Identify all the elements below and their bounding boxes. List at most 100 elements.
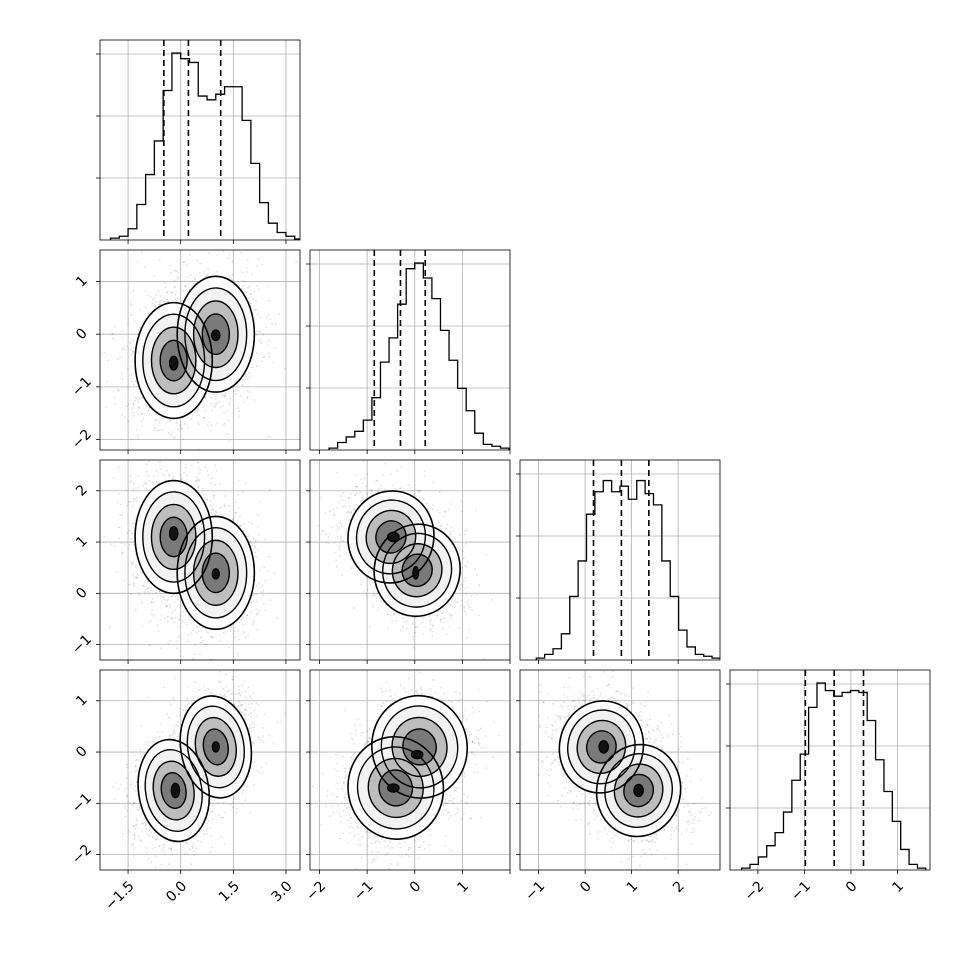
grid-p33 — [730, 670, 930, 870]
ytick-label-p20-0: −1 — [69, 632, 95, 658]
frame-p22 — [519, 459, 721, 661]
ticks-p22 — [516, 473, 679, 664]
ytick-label-p30-1: −1 — [69, 790, 95, 816]
ytick-label-p30-0: −2 — [69, 842, 95, 868]
contour-p31-3-1 — [402, 728, 437, 766]
contour-level-p21-2 — [366, 510, 442, 597]
contour-line-p32-2 — [576, 719, 664, 818]
frame-p33 — [729, 669, 931, 871]
contour-line-p30-2 — [152, 716, 237, 821]
contour-p30-1-0 — [144, 749, 203, 832]
contour-p20-0-0 — [134, 479, 214, 595]
frame-p11 — [309, 249, 511, 451]
panel-p20: −1 0 1 2 — [69, 459, 301, 664]
contour-line-p21-2 — [365, 509, 443, 598]
panel-p30: −2 −1 0 1 −1.5 0.0 1.5 3.0 — [69, 669, 301, 914]
panel-p22 — [516, 459, 721, 664]
ytick-label-p10-3: 1 — [73, 273, 91, 291]
contour-line-p31-3 — [378, 728, 437, 807]
ticks-p10 — [96, 281, 287, 454]
contour-line-p21-0 — [347, 490, 461, 618]
contour-p31-2-1 — [391, 716, 448, 778]
xtick-label-p33-2: 0 — [843, 878, 861, 896]
contour-peak-p31-0 — [386, 783, 400, 793]
contour-p10-3-0 — [159, 339, 188, 382]
contour-p21-3-1 — [401, 553, 433, 588]
contour-peak-p30-0 — [170, 782, 181, 799]
panel-p30-content — [100, 670, 300, 870]
ytick-label-p10-2: 0 — [73, 325, 91, 343]
contour-p20-2-1 — [192, 539, 239, 606]
xtick-label-p31-3: 1 — [454, 878, 472, 896]
contour-line-p20-3 — [159, 516, 230, 594]
contour-p31-1-1 — [380, 705, 459, 789]
ticks-p11 — [306, 263, 511, 454]
ytick-label-p30-2: 0 — [73, 743, 91, 761]
frame-p21 — [309, 459, 511, 661]
contour-p20-1-0 — [142, 491, 206, 583]
contour-p32-2-1 — [613, 763, 664, 818]
panel-p22-content — [520, 460, 720, 660]
xtick-label-p32-1: 0 — [577, 878, 595, 896]
xtick-label-p32-3: 2 — [670, 878, 688, 896]
contour-p32-3-1 — [623, 773, 655, 808]
contour-p32-0-1 — [595, 743, 682, 838]
xtick-label-p31-0: −2 — [303, 878, 329, 904]
contour-peak-p32-1 — [633, 783, 644, 798]
contour-line-p20-1 — [142, 491, 248, 619]
contour-peak-p20-0 — [168, 526, 179, 541]
contour-p32-0-0 — [558, 700, 645, 794]
contour-p10-2-1 — [192, 300, 239, 369]
frame-p32 — [519, 669, 721, 871]
panel-p31-content — [310, 670, 510, 870]
contour-line-p10-2 — [150, 300, 239, 395]
grid-p22 — [520, 460, 720, 660]
contour-p30-2-1 — [194, 716, 237, 777]
xtick-label-p32-0: −1 — [522, 878, 548, 904]
histogram-p00 — [109, 52, 300, 240]
contour-p21-0-1 — [373, 523, 461, 618]
frame-p20 — [99, 459, 301, 661]
xtick-label-p31-1: −1 — [351, 878, 377, 904]
contour-line-p20-2 — [150, 503, 239, 606]
contour-peak-p31-1 — [410, 749, 424, 760]
xtick-label-p30-2: 1.5 — [216, 878, 243, 905]
contour-peak-p20-1 — [211, 568, 220, 580]
panel-p00-content — [100, 40, 300, 240]
panel-p31: −2 −1 0 1 — [303, 669, 511, 904]
ytick-label-p20-1: 0 — [73, 585, 91, 603]
contour-p20-1-1 — [184, 526, 248, 619]
panel-p21 — [306, 459, 511, 664]
ytick-label-p30-3: 1 — [73, 692, 91, 710]
contour-line-p32-1 — [567, 709, 673, 828]
contour-p10-3-1 — [201, 313, 230, 356]
contour-line-p31-1 — [356, 705, 459, 830]
grid-p00 — [100, 40, 300, 240]
contour-p31-2-0 — [367, 757, 424, 819]
panel-p33: −2 −1 0 1 — [726, 669, 931, 904]
contour-peak-p10-1 — [210, 329, 221, 342]
contour-p31-1-0 — [356, 746, 435, 830]
contour-line-p32-0 — [558, 700, 682, 838]
contour-line-p10-0 — [134, 275, 256, 420]
frame-p00 — [99, 39, 301, 241]
contour-peak-p30-1 — [211, 741, 220, 753]
contour-line-p32-3 — [585, 730, 655, 808]
panel-p10: −2 −1 0 1 — [69, 249, 301, 454]
xtick-label-p30-0: −1.5 — [102, 878, 137, 913]
panel-p11-content — [310, 250, 510, 450]
contour-line-p20-0 — [134, 479, 256, 631]
xtick-label-p33-3: 1 — [889, 878, 907, 896]
xtick-label-p30-1: 0.0 — [163, 878, 190, 905]
contour-line-p31-2 — [367, 716, 448, 819]
ticks-p21 — [306, 490, 511, 664]
contour-p21-2-0 — [365, 509, 417, 565]
contour-p21-0-0 — [347, 490, 435, 584]
contour-p20-0-1 — [176, 515, 256, 631]
ytick-label-p20-3: 2 — [73, 482, 91, 500]
contour-p10-1-0 — [142, 313, 206, 408]
frame-p30 — [99, 669, 301, 871]
xtick-label-p33-1: −1 — [788, 878, 814, 904]
contour-line-p10-1 — [142, 287, 248, 408]
